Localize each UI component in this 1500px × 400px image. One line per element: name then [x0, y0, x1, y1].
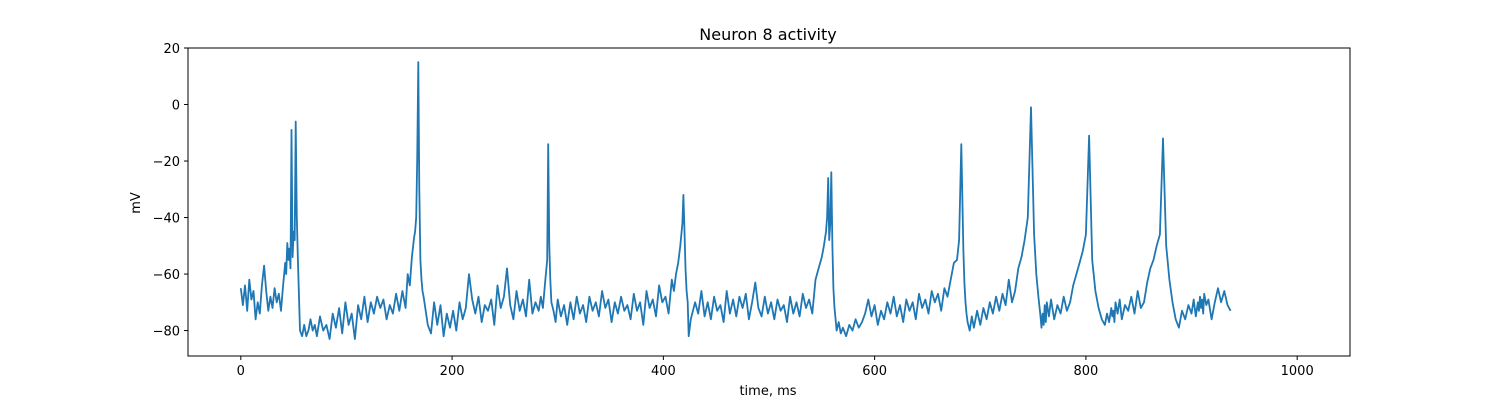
series-layer: [239, 61, 1232, 340]
series-line-0: [239, 61, 1232, 340]
chart-title: Neuron 8 activity: [699, 25, 836, 44]
y-tick-label: 0: [172, 99, 180, 114]
x-tick-label: 400: [651, 364, 676, 379]
x-tick-label: 200: [440, 364, 465, 379]
x-axis-label: time, ms: [739, 384, 796, 399]
x-tick-label: 800: [1073, 364, 1098, 379]
y-axis-ticks: 20 0 −20 −40 −60 −80: [153, 42, 188, 340]
x-tick-label: 1000: [1281, 364, 1314, 379]
y-tick-label: −60: [153, 268, 180, 283]
y-tick-label: 20: [163, 42, 180, 57]
y-axis-label: mV: [129, 192, 144, 214]
y-tick-label: −40: [153, 212, 180, 227]
x-tick-label: 0: [237, 364, 245, 379]
y-tick-label: −80: [153, 325, 180, 340]
x-tick-label: 600: [862, 364, 887, 379]
x-axis-ticks: 0 200 400 600 800 1000: [237, 356, 1314, 379]
y-tick-label: −20: [153, 155, 180, 170]
